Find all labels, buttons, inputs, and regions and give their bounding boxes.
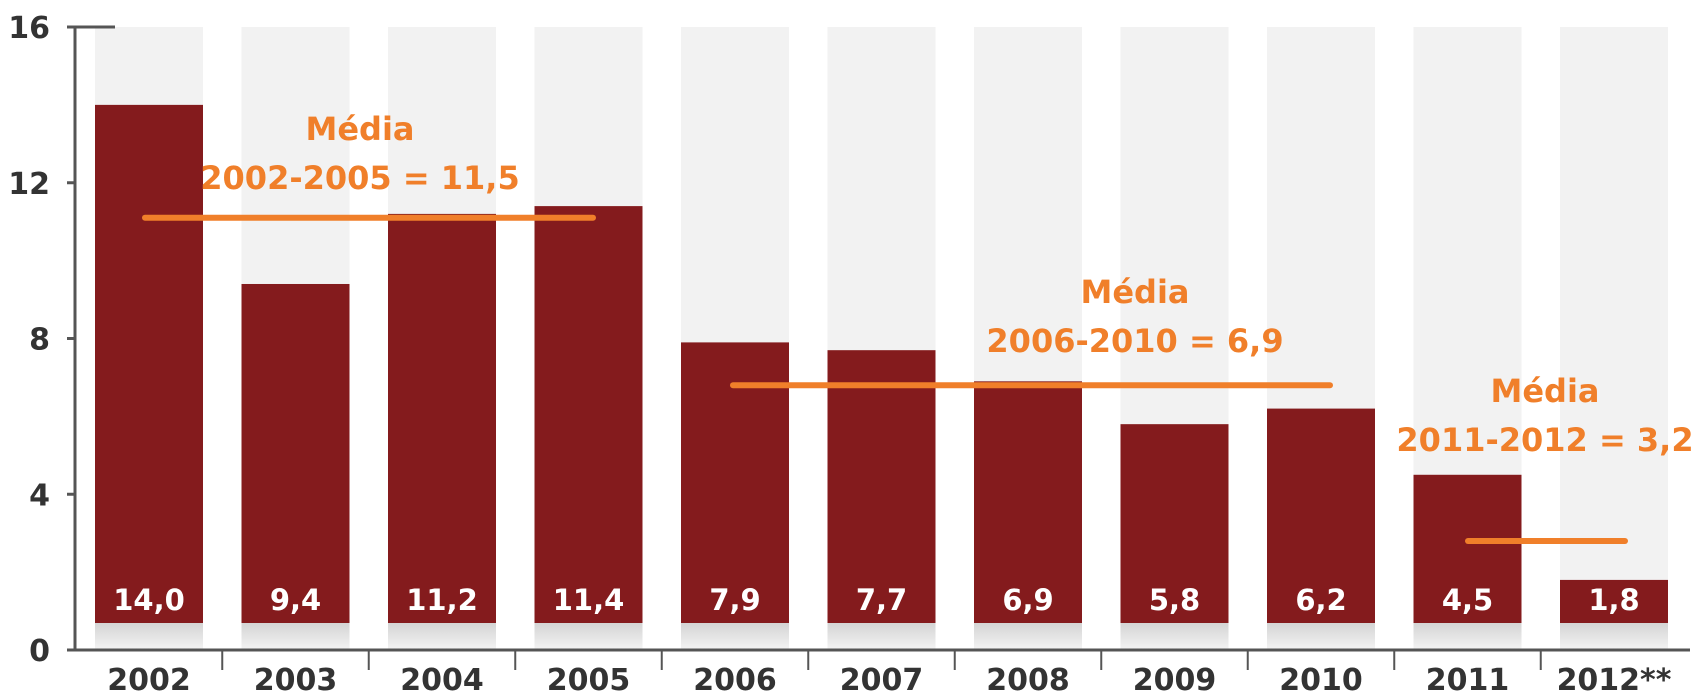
y-tick-label-16: 16 [8,11,50,46]
x-tick-label-2005: 2005 [547,663,631,695]
bar-2002 [95,104,203,650]
x-tick-label-2012: 2012** [1557,663,1672,695]
bar-base-shade-2007 [827,623,936,650]
data-label-2008: 6,9 [1002,583,1053,617]
bar-base-shade-2011 [1413,623,1522,650]
data-label-2012: 1,8 [1588,583,1639,617]
bar-base-shade-2006 [681,623,789,650]
bar-2007 [827,350,936,650]
y-tick-label-12: 12 [8,167,50,202]
data-label-2004: 11,2 [406,583,478,617]
bar-2010 [1267,408,1375,650]
data-label-2002: 14,0 [113,583,185,617]
bar-base-shade-2004 [388,623,496,650]
bar-2006 [681,342,789,650]
data-label-2005: 11,4 [553,583,625,617]
average-label-title-1: Média [305,110,414,148]
x-tick-label-2008: 2008 [986,663,1070,695]
bar-2011 [1413,474,1522,650]
bar-2004 [388,213,496,650]
data-label-2010: 6,2 [1295,583,1346,617]
y-tick-label-0: 0 [29,634,50,669]
data-label-2006: 7,9 [709,583,760,617]
bar-base-shade-2008 [974,623,1082,650]
bars: 14,0 9,4 11,2 11,4 7,9 7,7 6,9 5,8 6,2 4,5 1,8 [95,104,1668,651]
y-tick-label-8: 8 [29,323,50,358]
bar-base-shade-2010 [1267,623,1375,650]
x-tick-label-2007: 2007 [840,663,924,695]
x-tick-label-2006: 2006 [693,663,777,695]
bar-base-shade-2012 [1560,623,1668,650]
bar-2005 [534,206,643,651]
data-label-2003: 9,4 [270,583,321,617]
bar-2003 [241,283,350,650]
data-label-2007: 7,7 [856,583,907,617]
x-tick-label-2003: 2003 [254,663,338,695]
average-label-value-1: 2002-2005 = 11,5 [200,159,519,197]
data-label-2009: 5,8 [1149,583,1200,617]
bar-base-shade-2005 [534,623,643,650]
axes: 2002 2003 2004 2005 2006 2007 2008 2009 2010 2011… [8,11,1690,695]
x-tick-label-2010: 2010 [1279,663,1363,695]
x-tick-label-2009: 2009 [1133,663,1217,695]
bar-base-shade-2003 [241,623,350,650]
background-column-2012 [1560,27,1668,650]
average-label-title-2: Média [1080,273,1189,311]
x-tick-label-2002: 2002 [107,663,191,695]
data-label-2011: 4,5 [1442,583,1493,617]
bar-2009 [1120,424,1229,650]
average-label-title-3: Média [1490,372,1599,410]
average-label-value-3: 2011-2012 = 3,2 [1396,421,1693,459]
x-tick-label-2011: 2011 [1426,663,1510,695]
bar-base-shade-2009 [1120,623,1229,650]
bar-base-shade-2002 [95,623,203,650]
y-tick-label-4: 4 [29,478,50,513]
average-label-value-2: 2006-2010 = 6,9 [986,322,1283,360]
bar-2008 [974,381,1082,650]
average-annotations: Média 2002-2005 = 11,5 Média 2006-2010 = 6,… [142,110,1694,544]
x-tick-label-2004: 2004 [400,663,484,695]
